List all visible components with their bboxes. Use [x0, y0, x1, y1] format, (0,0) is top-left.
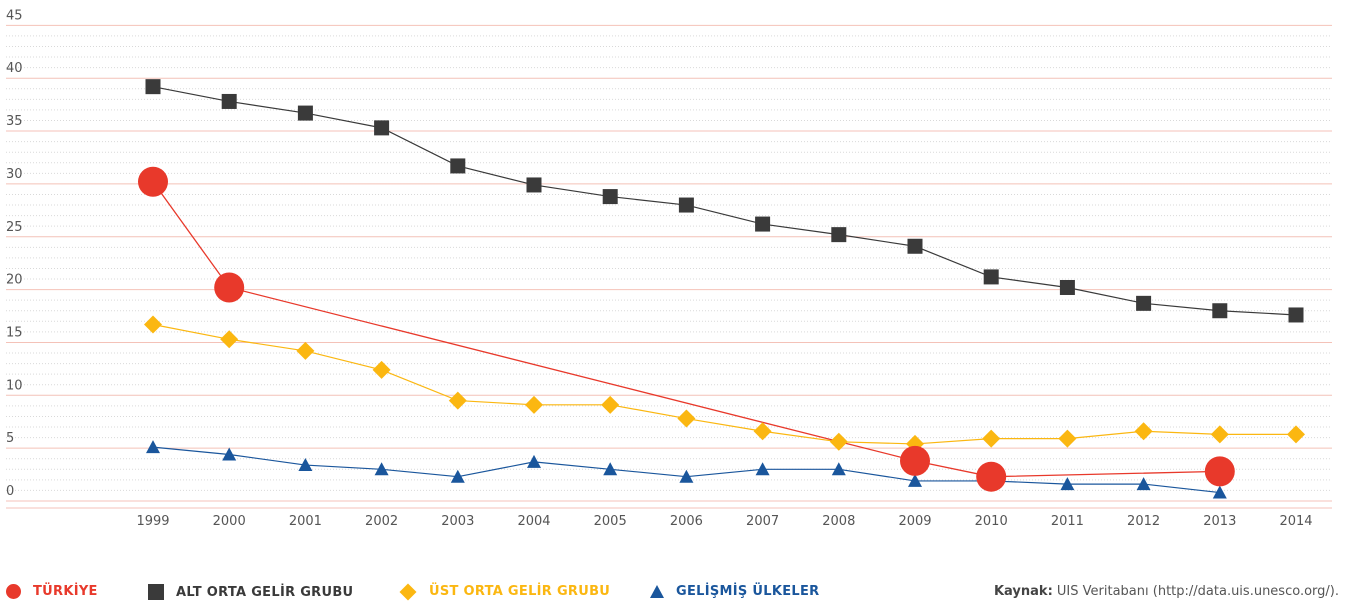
legend: TÜRKİYE ALT ORTA GELİR GRUBU ÜST ORTA GE… [0, 583, 1351, 608]
data-point [602, 189, 618, 205]
data-point [296, 341, 315, 360]
data-point [1136, 295, 1152, 311]
legend-label: ÜST ORTA GELİR GRUBU [429, 584, 611, 599]
data-point [982, 429, 1001, 448]
data-point [222, 447, 237, 461]
x-tick-label: 2010 [975, 514, 1008, 529]
y-tick-label: 45 [6, 8, 23, 23]
data-point [1210, 425, 1229, 444]
y-tick-label: 40 [6, 61, 23, 76]
series-line-2 [152, 323, 1296, 445]
data-point [448, 391, 467, 410]
legend-item-alt-orta: ALT ORTA GELİR GRUBU [148, 584, 353, 600]
data-point [831, 227, 847, 243]
data-point [678, 197, 694, 213]
grid [6, 24, 1332, 509]
data-point [677, 409, 696, 428]
data-point [755, 216, 771, 232]
data-point [374, 120, 390, 136]
blue-triangle-marker-icon [650, 585, 664, 598]
x-tick-label: 1999 [136, 514, 169, 529]
data-point [144, 315, 162, 334]
x-axis-ticks: 1999 2000 2001 2002 2003 2004 2005 2006 2007 2008… [136, 514, 1312, 529]
x-tick-label: 2007 [746, 514, 779, 529]
x-tick-label: 2003 [441, 514, 474, 529]
yellow-diamond-marker-icon [399, 583, 417, 600]
red-circle-marker-icon [6, 584, 21, 599]
data-point [829, 432, 848, 451]
x-tick-label: 2008 [822, 514, 855, 529]
x-tick-label: 2011 [1051, 514, 1084, 529]
data-point [1134, 422, 1153, 441]
data-point [450, 469, 465, 483]
line-chart: 0 5 10 15 20 25 30 35 40 45 1999 2000 2001 2002 2003 2… [6, 8, 1332, 529]
series [138, 79, 1305, 499]
data-point [603, 462, 618, 476]
data-point [525, 395, 543, 414]
x-tick-label: 2001 [289, 514, 322, 529]
data-point [138, 166, 168, 197]
data-point [372, 360, 391, 379]
data-point [1287, 425, 1305, 444]
data-point [297, 105, 313, 121]
data-point [976, 461, 1007, 492]
x-tick-label: 2006 [670, 514, 703, 529]
data-point [1212, 485, 1227, 499]
y-tick-label: 5 [6, 431, 14, 446]
data-point [900, 445, 930, 476]
data-point [908, 473, 922, 487]
data-point [145, 79, 161, 95]
data-point [601, 395, 620, 414]
y-tick-label: 25 [6, 220, 23, 235]
data-point [831, 462, 846, 476]
y-tick-label: 15 [6, 325, 23, 340]
y-tick-label: 35 [6, 114, 23, 129]
source-label: Kaynak: [993, 584, 1053, 599]
legend-label: ALT ORTA GELİR GRUBU [176, 584, 354, 600]
x-tick-label: 2002 [365, 514, 398, 529]
data-point [1204, 456, 1235, 487]
legend-label: GELİŞMİŞ ÜLKELER [676, 584, 820, 599]
y-tick-label: 30 [6, 167, 23, 182]
legend-item-gelismis: GELİŞMİŞ ÜLKELER [650, 584, 819, 599]
data-point [1288, 307, 1304, 323]
data-point [1136, 477, 1151, 491]
data-point [753, 422, 772, 441]
data-point [983, 269, 999, 285]
x-tick-label: 2004 [517, 514, 550, 529]
data-point [527, 454, 541, 468]
data-point [298, 458, 313, 472]
x-tick-label: 2005 [594, 514, 627, 529]
data-point [214, 272, 245, 303]
data-point [1058, 429, 1077, 448]
series-line-1 [152, 86, 1297, 316]
data-point [526, 177, 542, 193]
data-point [907, 238, 923, 254]
data-point [221, 93, 237, 109]
y-tick-label: 20 [6, 273, 23, 288]
source-note: Kaynak: UIS Veritabanı (http://data.uis.… [994, 584, 1339, 599]
x-tick-label: 2012 [1127, 514, 1160, 529]
dark-square-marker-icon [148, 584, 164, 600]
data-point [220, 330, 239, 349]
data-point [1059, 279, 1075, 295]
x-tick-label: 2009 [898, 514, 931, 529]
data-point [1060, 477, 1075, 491]
x-tick-label: 2000 [213, 514, 246, 529]
source-text: UIS Veritabanı (http://data.uis.unesco.o… [1056, 584, 1339, 599]
x-tick-label: 2013 [1203, 514, 1236, 529]
data-point [1212, 303, 1228, 319]
y-tick-label: 0 [6, 484, 14, 499]
data-point [755, 462, 770, 476]
data-point [679, 469, 694, 483]
legend-label: TÜRKİYE [33, 584, 98, 599]
legend-item-ust-orta: ÜST ORTA GELİR GRUBU [399, 583, 611, 600]
y-axis-ticks: 0 5 10 15 20 25 30 35 40 45 [6, 8, 23, 499]
data-point [450, 158, 466, 174]
y-tick-label: 10 [6, 378, 23, 393]
data-point [374, 462, 389, 476]
data-point [146, 440, 160, 454]
x-tick-label: 2014 [1279, 514, 1312, 529]
legend-item-turkiye: TÜRKİYE [6, 584, 98, 599]
